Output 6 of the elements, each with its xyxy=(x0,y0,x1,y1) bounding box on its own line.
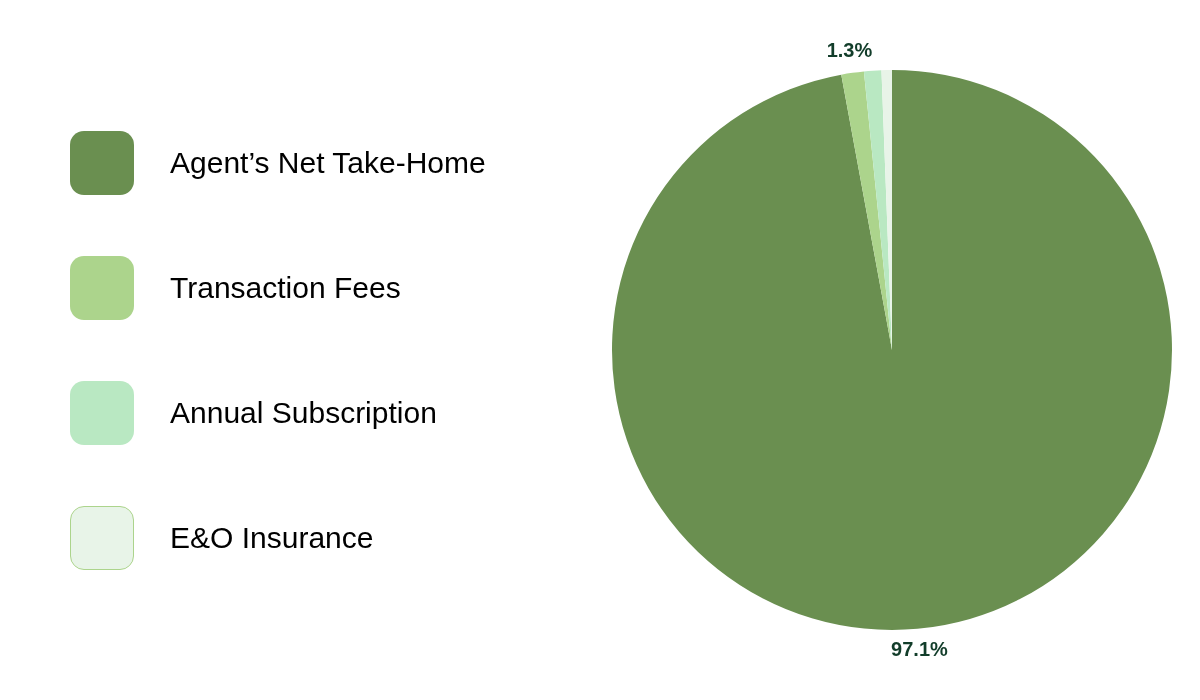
data-label: 1.3% xyxy=(826,38,873,61)
legend-label: Agent’s Net Take-Home xyxy=(170,145,486,180)
legend-label: E&O Insurance xyxy=(170,520,374,555)
legend-label: Annual Subscription xyxy=(170,395,437,430)
data-label: 97.1% xyxy=(891,638,949,661)
legend-label: Transaction Fees xyxy=(170,270,401,305)
